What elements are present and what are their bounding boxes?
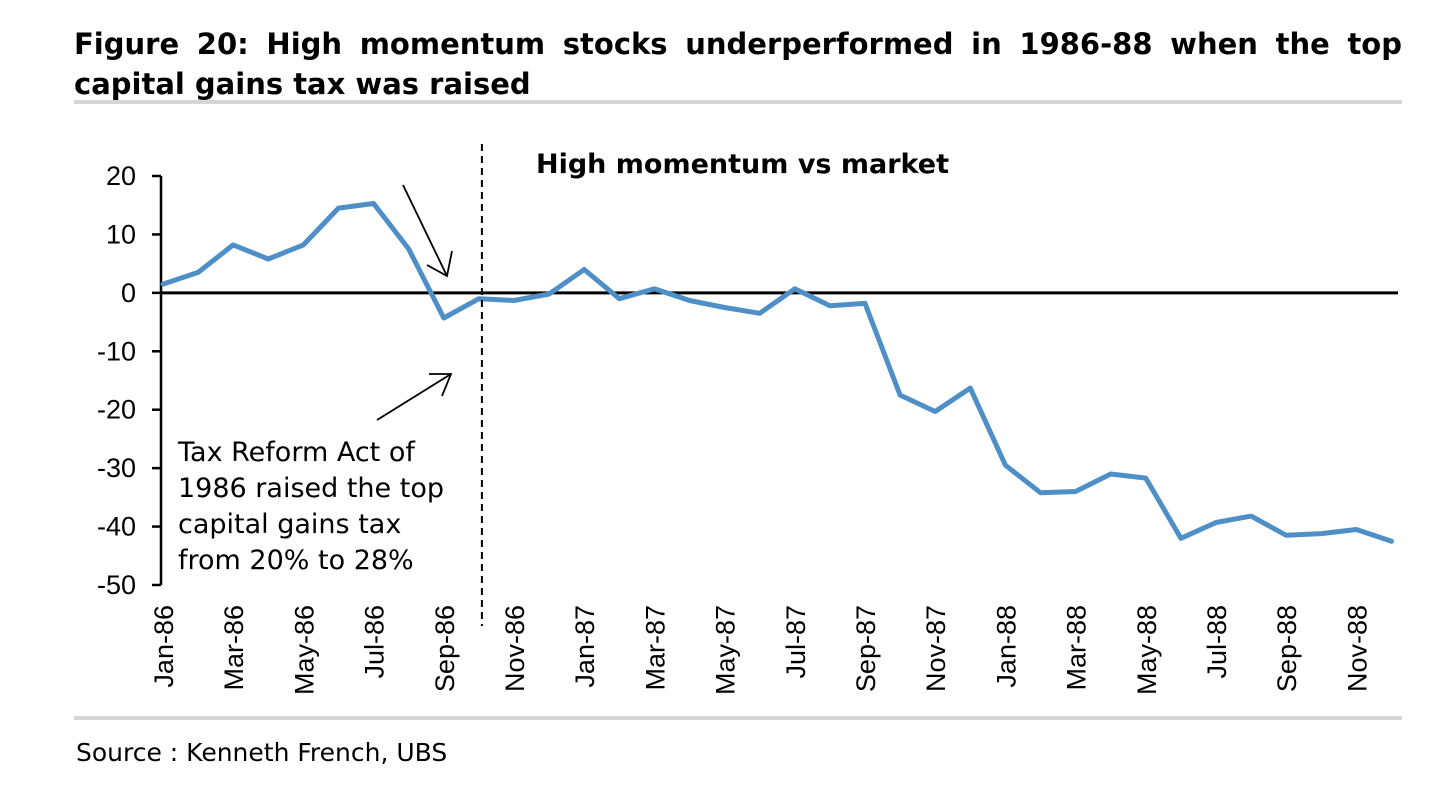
x-tick-label: Jul-86 [360,605,390,679]
title-divider [74,100,1402,104]
y-tick-label: -40 [97,512,136,542]
annotation-text-line: from 20% to 28% [178,545,414,576]
y-tick-label: 10 [106,219,136,249]
x-tick-label: May-87 [711,605,741,695]
arrow-up [376,373,452,421]
x-tick-label: Mar-87 [640,605,670,691]
source-note: Source : Kenneth French, UBS [76,738,448,767]
x-tick-label: Sep-87 [851,605,881,692]
x-tick-label: Mar-88 [1062,605,1092,691]
series-line [160,201,1394,544]
figure-title: Figure 20: High momentum stocks underper… [74,27,1402,101]
y-tick-label: -50 [97,570,136,600]
x-tick-label: Sep-88 [1272,605,1302,692]
y-tick-label: -10 [97,336,136,366]
source-divider [74,716,1402,720]
chart-marks [160,201,1394,544]
arrow-down [402,184,448,277]
annotation: Tax Reform Act of 1986 raised the top capi… [177,144,483,626]
annotation-text-line: 1986 raised the top [178,473,444,504]
arrow-down-head [426,250,453,278]
y-tick-label: 20 [106,161,136,191]
annotation-text-line: capital gains tax [178,509,401,540]
x-tick-label: Jan-86 [149,605,179,688]
y-tick-label: -20 [97,395,136,425]
annotation-text-line: Tax Reform Act of [177,437,416,468]
x-tick-label: May-88 [1132,605,1162,695]
x-tick-label: Mar-86 [219,605,249,691]
y-tick-label: -30 [97,453,136,483]
arrow-up-head [429,373,453,397]
x-tick-label: Nov-86 [500,605,530,692]
y-tick-label: 0 [121,278,136,308]
x-tick-label: Jul-88 [1202,605,1232,679]
x-axis: Jan-86 Mar-86 May-86 Jul-86 Sep-86 Nov-86 Jan-… [149,291,1398,695]
x-tick-label: Jan-87 [570,605,600,688]
x-tick-label: Nov-88 [1342,605,1372,692]
x-tick-label: May-86 [289,605,319,695]
series-label: High momentum vs market [536,149,949,180]
x-tick-label: Sep-86 [430,605,460,692]
x-tick-label: Jul-87 [781,605,811,679]
x-tick-label: Nov-87 [921,605,951,692]
y-axis: 20 10 0 -10 -20 -30 -40 -50 [97,161,163,600]
x-tick-label: Jan-88 [991,605,1021,688]
